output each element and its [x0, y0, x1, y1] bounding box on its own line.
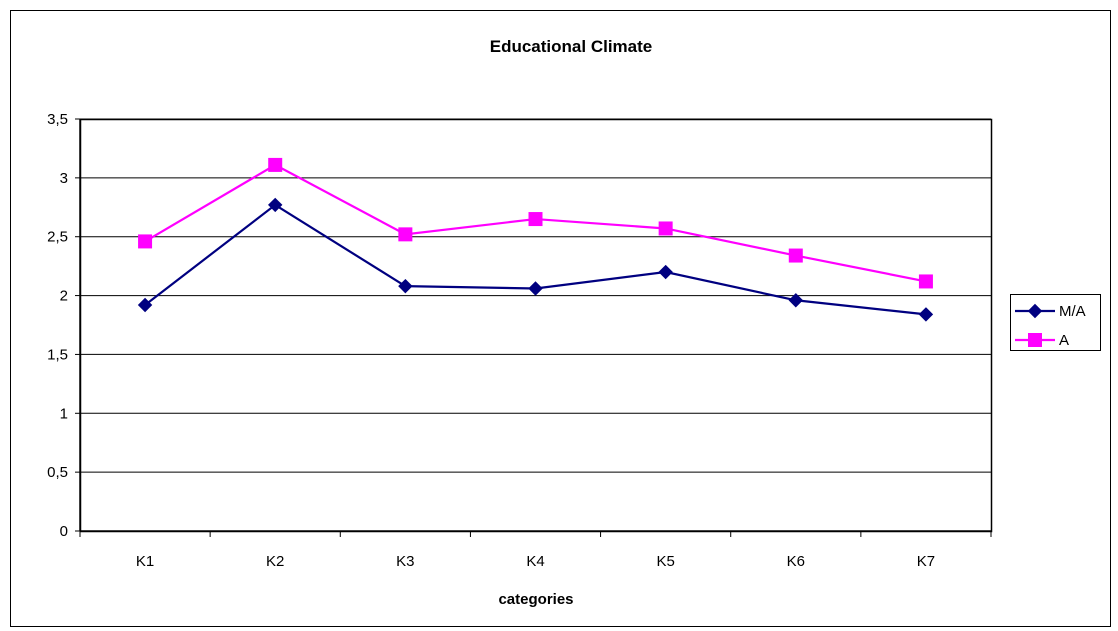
data-point-marker [788, 293, 803, 308]
y-tick-label: 1,5 [47, 346, 68, 363]
y-tick-label: 3,5 [47, 111, 68, 128]
legend-label: M/A [1059, 303, 1086, 320]
series-a [138, 157, 933, 289]
x-tick-label: K1 [136, 553, 154, 570]
data-point-marker [918, 274, 933, 289]
data-point-marker [658, 221, 673, 236]
x-tick-label: K7 [917, 553, 935, 570]
y-tick-label: 1 [60, 405, 68, 422]
x-tick-label: K2 [266, 553, 284, 570]
y-tick-label: 0 [60, 523, 68, 540]
data-point-marker [398, 278, 413, 294]
y-tick-label: 2,5 [47, 229, 68, 246]
x-tick-label: K4 [526, 553, 544, 570]
data-point-marker [137, 297, 153, 313]
data-point-marker [138, 234, 153, 249]
data-point-marker [528, 212, 543, 227]
series-lines [137, 157, 934, 322]
legend-marker [1028, 333, 1042, 347]
chart-title: Educational Climate [490, 37, 652, 56]
series-m-a [137, 197, 934, 322]
data-point-marker [398, 227, 413, 242]
data-point-marker [268, 197, 283, 213]
legend-entry: M/A [1015, 303, 1086, 320]
data-point-marker [788, 248, 803, 263]
gridlines [80, 118, 991, 473]
data-point-marker [268, 157, 283, 172]
plot-area [79, 118, 993, 533]
data-point-marker [918, 307, 934, 322]
y-tick-label: 0,5 [47, 464, 68, 481]
legend-box [1010, 294, 1101, 351]
axes: 0 0,5 1 1,5 2 2,5 3 3,5 K1 K2 K3 K4 K5 K6 K7 [47, 111, 992, 570]
x-axis-title: categories [498, 591, 573, 608]
y-tick-label: 2 [60, 288, 68, 305]
data-point-marker [658, 264, 673, 280]
legend-label: A [1059, 332, 1069, 349]
legend: M/A A [1010, 294, 1101, 351]
y-tick-label: 3 [60, 170, 68, 187]
x-tick-label: K3 [396, 553, 414, 570]
data-point-marker [528, 281, 543, 296]
x-tick-label: K6 [787, 553, 805, 570]
legend-entry: A [1015, 332, 1069, 349]
x-tick-label: K5 [656, 553, 674, 570]
legend-marker [1027, 303, 1043, 319]
